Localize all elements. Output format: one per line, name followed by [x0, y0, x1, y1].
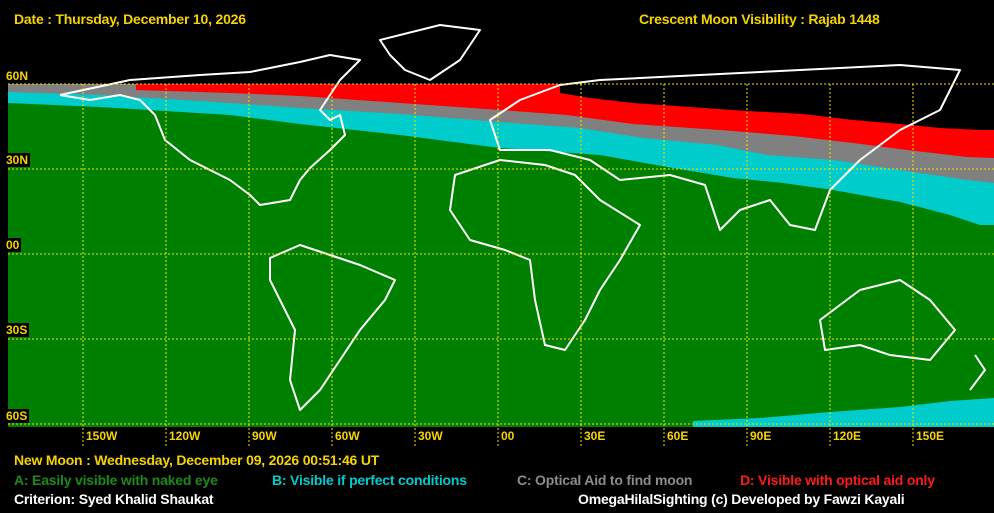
australia-coast: [819, 279, 956, 361]
legend-d: D: Visible with optical aid only: [740, 472, 935, 488]
lon-label: 00: [501, 429, 515, 443]
graticule: [8, 83, 994, 448]
north-america-coast: [59, 54, 361, 206]
lon-label: 90W: [252, 429, 277, 443]
lon-label: 150E: [916, 429, 945, 443]
lon-label: 120W: [169, 429, 201, 443]
lon-label: 90E: [750, 429, 772, 443]
lon-label: 150W: [86, 429, 118, 443]
credit-label: OmegaHilalSighting (c) Developed by Fawz…: [578, 491, 905, 507]
legend-a: A: Easily visible with naked eye: [14, 472, 218, 488]
new-zealand-coast: [969, 354, 986, 391]
zone-not-visible: [560, 84, 994, 130]
criterion-label: Criterion: Syed Khalid Shaukat: [14, 491, 214, 507]
lat-label-30s: 30S: [4, 323, 30, 337]
visibility-zones: [8, 84, 994, 427]
eurasia-coast: [489, 64, 961, 231]
lat-label-equator: 00: [4, 238, 22, 252]
date-label: Date : Thursday, December 10, 2026: [14, 11, 246, 27]
lat-label-30n: 30N: [4, 153, 31, 167]
coastlines: [59, 24, 986, 411]
lon-label: 30W: [418, 429, 443, 443]
lon-label: 60E: [667, 429, 689, 443]
lon-label: 60W: [335, 429, 360, 443]
map-title: Crescent Moon Visibility : Rajab 1448: [639, 11, 880, 27]
legend-b: B: Visible if perfect conditions: [272, 472, 467, 488]
legend-c: C: Optical Aid to find moon: [517, 472, 693, 488]
africa-coast: [449, 159, 641, 351]
new-moon-label: New Moon : Wednesday, December 09, 2026 …: [14, 452, 380, 468]
lat-label-60n: 60N: [4, 69, 31, 83]
lon-label: 120E: [833, 429, 862, 443]
greenland-coast: [379, 24, 481, 81]
south-america-coast: [269, 244, 396, 411]
lon-label: 30E: [584, 429, 606, 443]
lat-label-60s: 60S: [4, 409, 30, 423]
zone-b-southern: [693, 398, 994, 427]
